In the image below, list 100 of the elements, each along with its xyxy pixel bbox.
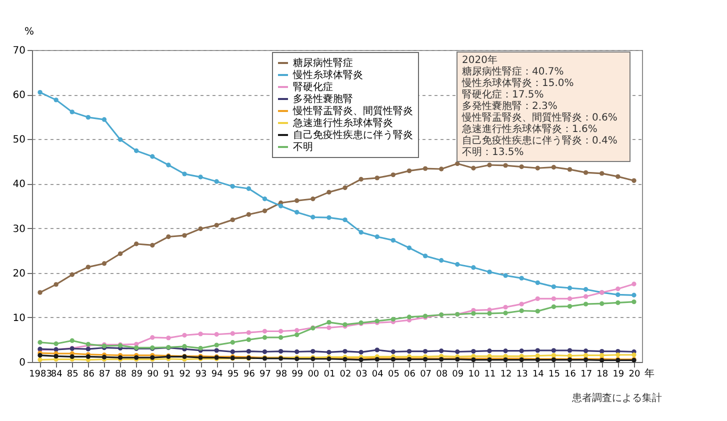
x-axis-title: 年 (644, 368, 654, 380)
point (390, 238, 396, 243)
point (583, 302, 588, 306)
x-tick-label: 01 (324, 370, 336, 380)
y-tick-label: 10 (12, 312, 26, 324)
legend-label: 多発性嚢胞腎 (293, 93, 353, 105)
x-tick-label: 04 (372, 370, 384, 380)
point (567, 353, 572, 358)
point (551, 296, 556, 302)
point (374, 176, 380, 180)
point (246, 337, 252, 342)
point (632, 299, 636, 304)
point (102, 261, 107, 266)
y-tick-label: 60 (12, 90, 26, 102)
point (182, 172, 187, 176)
point (262, 196, 268, 202)
y-axis-title: % (24, 26, 34, 38)
point (406, 314, 412, 320)
point (422, 348, 428, 354)
point (102, 117, 107, 122)
point (86, 114, 91, 120)
point (70, 338, 74, 343)
annotation: 慢性糸球体腎炎：15.0% (461, 77, 574, 89)
x-tick-label: 85 (66, 370, 78, 380)
point (182, 233, 187, 238)
point (310, 348, 316, 354)
annotation: 糖尿病性腎症：40.7% (462, 66, 564, 78)
point (503, 304, 508, 310)
point (503, 273, 508, 278)
point (519, 348, 524, 354)
annotation: 腎硬化症：17.5% (462, 88, 544, 100)
point (70, 110, 74, 114)
y-tick-label: 40 (12, 179, 26, 190)
point (567, 348, 572, 353)
point (150, 335, 155, 340)
point (38, 357, 42, 362)
point (471, 348, 476, 354)
point (616, 300, 620, 306)
point (118, 137, 123, 142)
point (519, 302, 524, 306)
point (583, 352, 588, 358)
point (278, 348, 284, 354)
point (600, 352, 604, 358)
point (262, 328, 268, 334)
point (86, 346, 91, 352)
y-tick-label: 30 (12, 224, 26, 235)
point (487, 270, 492, 274)
x-tick-label: 20 (628, 370, 640, 380)
x-tick-label: 05 (388, 370, 400, 380)
point (519, 276, 524, 281)
point (567, 286, 572, 290)
text: 患者調査による集計 (571, 392, 662, 404)
point (600, 348, 604, 354)
x-tick-label: 15 (548, 370, 560, 380)
x-tick-label: 87 (99, 370, 110, 380)
point (583, 170, 588, 175)
x-tick-label: 91 (163, 370, 175, 380)
point (214, 332, 219, 337)
point (438, 258, 444, 263)
point (326, 350, 332, 355)
point (535, 348, 540, 353)
point (567, 296, 572, 302)
point (294, 210, 300, 215)
x-tick-label: 90 (147, 370, 159, 380)
point (567, 304, 572, 309)
annotation: 自己免疫性疾患に伴う腎炎：0.4% (462, 134, 618, 146)
point (600, 171, 604, 176)
x-tick-label: 1983 (29, 370, 52, 380)
x-tick-label: 98 (276, 370, 288, 380)
x-tick-label: 09 (452, 370, 464, 380)
x-tick-label: 08 (436, 370, 448, 380)
point (246, 212, 252, 217)
point (358, 176, 364, 182)
point (262, 335, 268, 340)
point (342, 185, 348, 190)
point (600, 301, 604, 306)
x-tick-label: 12 (500, 370, 512, 380)
x-tick-label: 14 (532, 370, 544, 380)
point (246, 186, 252, 191)
point (230, 184, 236, 189)
x-tick-label: 06 (404, 370, 416, 380)
point (262, 208, 268, 214)
point (38, 352, 42, 358)
point (214, 222, 219, 228)
point (54, 98, 58, 102)
x-tick-label: 02 (340, 370, 352, 380)
annotation: 慢性腎盂腎炎、間質性腎炎：0.6% (461, 112, 618, 124)
point (358, 230, 364, 235)
point (230, 217, 236, 222)
x-tick-label: 18 (596, 370, 608, 380)
point (342, 348, 348, 354)
point (567, 167, 572, 172)
legend-label: 慢性腎盂腎炎、間質性腎炎 (292, 105, 413, 117)
point (487, 162, 492, 168)
point (471, 265, 476, 270)
annotation: 多発性嚢胞腎：2.3% (462, 100, 558, 112)
point (406, 246, 412, 250)
point (583, 294, 588, 299)
point (166, 234, 171, 240)
point (519, 308, 524, 314)
